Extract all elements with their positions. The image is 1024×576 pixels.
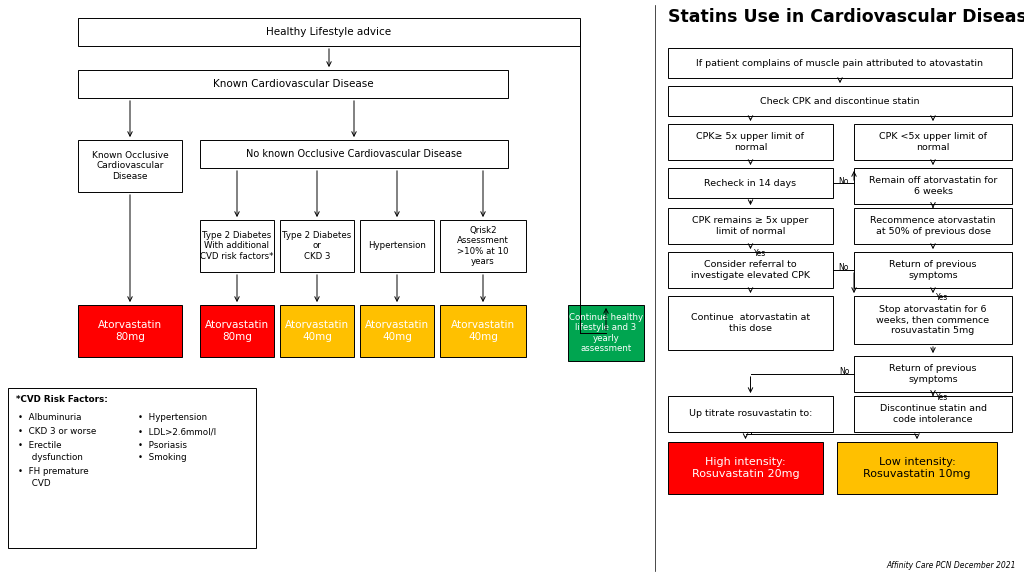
FancyBboxPatch shape — [280, 305, 354, 357]
FancyBboxPatch shape — [200, 305, 274, 357]
FancyBboxPatch shape — [854, 296, 1012, 344]
Text: No: No — [839, 263, 849, 272]
FancyBboxPatch shape — [854, 396, 1012, 432]
Text: Type 2 Diabetes
With additional
CVD risk factors*: Type 2 Diabetes With additional CVD risk… — [201, 231, 273, 261]
FancyBboxPatch shape — [78, 305, 182, 357]
Text: If patient complains of muscle pain attributed to atovastatin: If patient complains of muscle pain attr… — [696, 59, 983, 67]
Text: High intensity:
Rosuvastatin 20mg: High intensity: Rosuvastatin 20mg — [691, 457, 800, 479]
FancyBboxPatch shape — [854, 356, 1012, 392]
Text: •  FH premature: • FH premature — [18, 468, 89, 476]
FancyBboxPatch shape — [200, 140, 508, 168]
Text: Recheck in 14 days: Recheck in 14 days — [705, 179, 797, 188]
Text: Qrisk2
Assessment
>10% at 10
years: Qrisk2 Assessment >10% at 10 years — [457, 226, 509, 266]
Text: dysfunction: dysfunction — [18, 453, 83, 463]
Text: Atorvastatin
40mg: Atorvastatin 40mg — [285, 320, 349, 342]
Text: Recommence atorvastatin
at 50% of previous dose: Recommence atorvastatin at 50% of previo… — [870, 217, 995, 236]
Text: Atorvastatin
80mg: Atorvastatin 80mg — [98, 320, 162, 342]
FancyBboxPatch shape — [360, 305, 434, 357]
Text: Discontinue statin and
code intolerance: Discontinue statin and code intolerance — [880, 404, 986, 424]
FancyBboxPatch shape — [360, 220, 434, 272]
Text: Hypertension: Hypertension — [368, 241, 426, 251]
FancyBboxPatch shape — [668, 48, 1012, 78]
Text: Continue  atorvastatin at
this dose: Continue atorvastatin at this dose — [691, 313, 810, 333]
FancyBboxPatch shape — [854, 252, 1012, 288]
Text: Type 2 Diabetes
or
CKD 3: Type 2 Diabetes or CKD 3 — [283, 231, 351, 261]
FancyBboxPatch shape — [854, 168, 1012, 204]
FancyBboxPatch shape — [8, 388, 256, 548]
Text: No known Occlusive Cardiovascular Disease: No known Occlusive Cardiovascular Diseas… — [246, 149, 462, 159]
Text: CPK≥ 5x upper limit of
normal: CPK≥ 5x upper limit of normal — [696, 132, 805, 151]
Text: Remain off atorvastatin for
6 weeks: Remain off atorvastatin for 6 weeks — [868, 176, 997, 196]
Text: Return of previous
symptoms: Return of previous symptoms — [889, 364, 977, 384]
FancyBboxPatch shape — [854, 124, 1012, 160]
FancyBboxPatch shape — [78, 18, 580, 46]
Text: Consider referral to
investigate elevated CPK: Consider referral to investigate elevate… — [691, 260, 810, 280]
Text: •  Albuminuria: • Albuminuria — [18, 414, 82, 423]
Text: •  LDL>2.6mmol/l: • LDL>2.6mmol/l — [138, 427, 216, 437]
Text: Low intensity:
Rosuvastatin 10mg: Low intensity: Rosuvastatin 10mg — [863, 457, 971, 479]
Text: Known Occlusive
Cardiovascular
Disease: Known Occlusive Cardiovascular Disease — [91, 151, 168, 181]
Text: •  Hypertension: • Hypertension — [138, 414, 207, 423]
Text: Yes: Yes — [754, 249, 766, 259]
FancyBboxPatch shape — [668, 296, 833, 350]
FancyBboxPatch shape — [440, 305, 526, 357]
FancyBboxPatch shape — [200, 220, 274, 272]
Text: •  Smoking: • Smoking — [138, 453, 186, 463]
FancyBboxPatch shape — [440, 220, 526, 272]
Text: Statins Use in Cardiovascular Disease: Statins Use in Cardiovascular Disease — [668, 8, 1024, 26]
Text: Affinity Care PCN December 2021: Affinity Care PCN December 2021 — [887, 561, 1016, 570]
Text: Atorvastatin
40mg: Atorvastatin 40mg — [365, 320, 429, 342]
FancyBboxPatch shape — [668, 86, 1012, 116]
Text: Return of previous
symptoms: Return of previous symptoms — [889, 260, 977, 280]
Text: No: No — [839, 176, 849, 185]
Text: Stop atorvastatin for 6
weeks, then commence
rosuvastatin 5mg: Stop atorvastatin for 6 weeks, then comm… — [877, 305, 989, 335]
FancyBboxPatch shape — [668, 442, 823, 494]
FancyBboxPatch shape — [668, 124, 833, 160]
FancyBboxPatch shape — [668, 252, 833, 288]
Text: •  CKD 3 or worse: • CKD 3 or worse — [18, 427, 96, 437]
Text: Healthy Lifestyle advice: Healthy Lifestyle advice — [266, 27, 391, 37]
Text: CPK <5x upper limit of
normal: CPK <5x upper limit of normal — [879, 132, 987, 151]
Text: Check CPK and discontinue statin: Check CPK and discontinue statin — [760, 97, 920, 105]
FancyBboxPatch shape — [78, 70, 508, 98]
Text: Up titrate rosuvastatin to:: Up titrate rosuvastatin to: — [689, 410, 812, 419]
Text: Known Cardiovascular Disease: Known Cardiovascular Disease — [213, 79, 374, 89]
Text: Yes: Yes — [936, 294, 948, 302]
FancyBboxPatch shape — [668, 208, 833, 244]
FancyBboxPatch shape — [668, 168, 833, 198]
Text: Continue healthy
lifestyle and 3
yearly
assessment: Continue healthy lifestyle and 3 yearly … — [569, 313, 643, 353]
FancyBboxPatch shape — [668, 396, 833, 432]
FancyBboxPatch shape — [568, 305, 644, 361]
Text: Yes: Yes — [936, 393, 948, 403]
Text: Atorvastatin
40mg: Atorvastatin 40mg — [451, 320, 515, 342]
Text: CPK remains ≥ 5x upper
limit of normal: CPK remains ≥ 5x upper limit of normal — [692, 217, 809, 236]
FancyBboxPatch shape — [280, 220, 354, 272]
Text: CVD: CVD — [18, 479, 50, 488]
FancyBboxPatch shape — [78, 140, 182, 192]
Text: Atorvastatin
80mg: Atorvastatin 80mg — [205, 320, 269, 342]
Text: *CVD Risk Factors:: *CVD Risk Factors: — [16, 396, 108, 404]
FancyBboxPatch shape — [854, 208, 1012, 244]
Text: No: No — [840, 367, 850, 377]
FancyBboxPatch shape — [837, 442, 997, 494]
Text: •  Erectile: • Erectile — [18, 441, 61, 450]
Text: •  Psoriasis: • Psoriasis — [138, 441, 187, 450]
